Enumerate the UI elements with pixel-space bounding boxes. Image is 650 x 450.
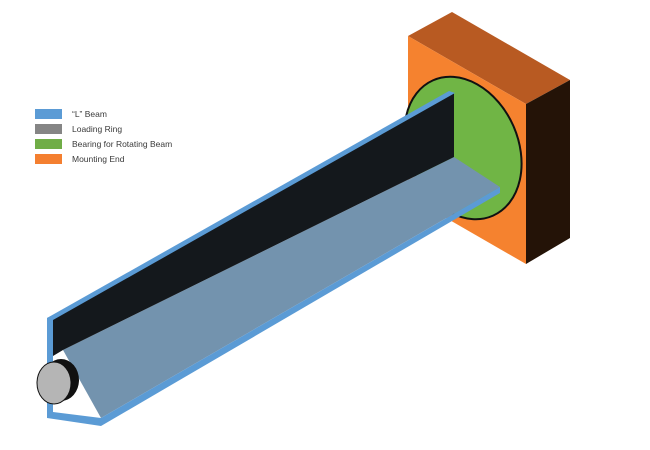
legend-item-l-beam: “L” Beam	[35, 106, 172, 121]
l-beam-end-edge	[47, 315, 101, 426]
legend-item-loading-ring: Loading Ring	[35, 121, 172, 136]
legend-swatch	[35, 153, 62, 164]
mounting-block-top	[408, 12, 570, 104]
legend-swatch	[35, 108, 62, 119]
legend-label: Mounting End	[72, 153, 125, 164]
legend-swatch	[35, 123, 62, 134]
l-beam-flange-top	[63, 157, 500, 418]
l-beam-flange-front-edge	[101, 187, 500, 426]
legend-label: Bearing for Rotating Beam	[72, 138, 173, 149]
legend-label: “L” Beam	[72, 108, 107, 119]
l-beam-web-top-edge	[47, 91, 455, 320]
mounting-block-side	[526, 80, 570, 264]
legend-swatch	[35, 138, 62, 149]
legend-item-bearing: Bearing for Rotating Beam	[35, 136, 172, 151]
legend: “L” Beam Loading Ring Bearing for Rotati…	[35, 106, 172, 166]
loading-ring-face	[36, 361, 72, 405]
l-beam-web	[53, 93, 454, 356]
legend-label: Loading Ring	[72, 123, 123, 134]
legend-item-mounting-end: Mounting End	[35, 151, 172, 166]
